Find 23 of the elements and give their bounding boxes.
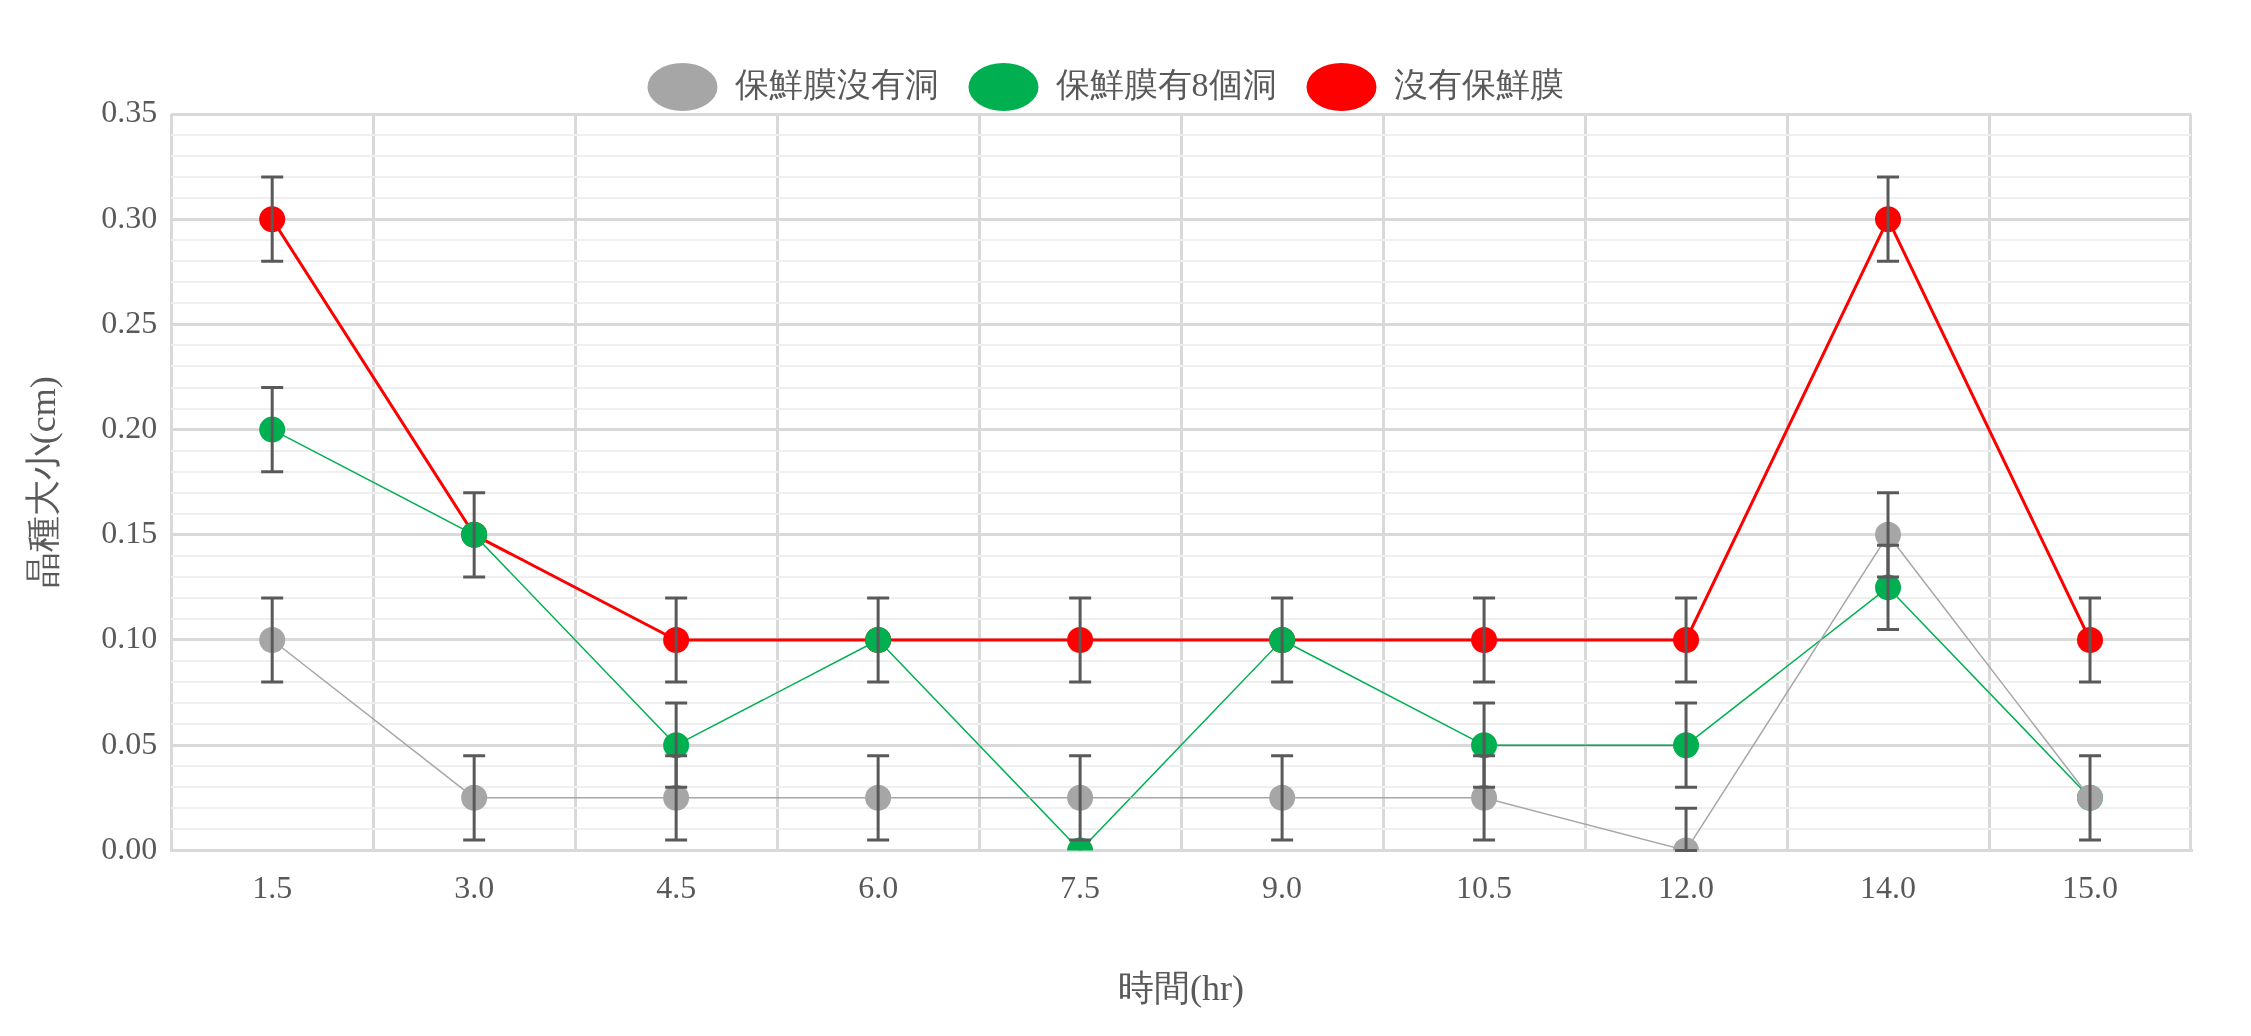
x-tick-label: 15.0 (2062, 869, 2119, 906)
y-tick-label: 0.25 (101, 303, 158, 340)
y-tick-label: 0.30 (101, 198, 158, 235)
legend-label: 保鮮膜有8個洞 (1055, 65, 1277, 103)
y-tick-label: 0.35 (101, 93, 158, 130)
y-tick-label: 0.00 (101, 829, 158, 866)
x-tick-label: 14.0 (1860, 869, 1917, 906)
y-tick-label: 0.10 (101, 619, 158, 656)
x-axis-title: 時間(hr) (1118, 967, 1245, 1008)
x-tick-label: 7.5 (1060, 869, 1101, 906)
legend-label: 保鮮膜沒有洞 (734, 65, 939, 103)
x-tick-label: 10.5 (1456, 869, 1513, 906)
x-tick-label: 6.0 (858, 869, 899, 906)
x-tick-label: 9.0 (1262, 869, 1303, 906)
legend-label: 沒有保鮮膜 (1393, 65, 1564, 103)
y-tick-label: 0.05 (101, 724, 158, 761)
y-tick-label: 0.15 (101, 514, 158, 551)
x-tick-label: 12.0 (1658, 869, 1715, 906)
x-tick-label: 4.5 (656, 869, 697, 906)
y-tick-label: 0.20 (101, 409, 158, 446)
y-axis-title: 晶種大小(cm) (23, 376, 64, 589)
x-tick-label: 3.0 (454, 869, 495, 906)
x-tick-label: 1.5 (252, 869, 293, 906)
